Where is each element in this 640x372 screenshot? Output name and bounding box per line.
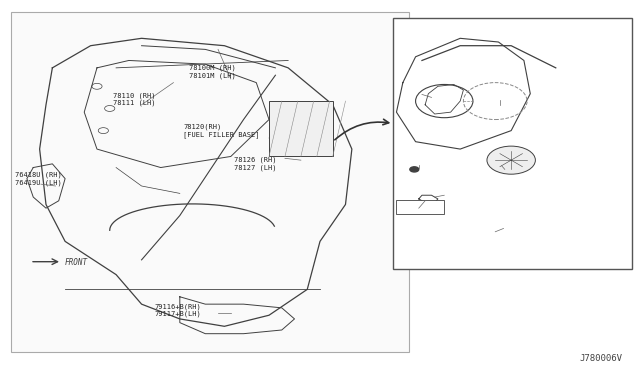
Text: 78846P: 78846P	[495, 160, 521, 166]
Text: 78126 (RH)
78127 (LH): 78126 (RH) 78127 (LH)	[234, 157, 276, 171]
Bar	[394, 18, 632, 269]
Text: 76418U (RH)
76419U (LH): 76418U (RH) 76419U (LH)	[15, 171, 62, 186]
Text: 78810A: 78810A	[487, 226, 513, 232]
Text: FRONT: FRONT	[65, 259, 88, 267]
Circle shape	[487, 146, 536, 174]
Text: RH SIDE PANEL: RH SIDE PANEL	[399, 257, 460, 266]
FancyBboxPatch shape	[11, 13, 409, 352]
Text: 78110 (RH)
78111 (LH): 78110 (RH) 78111 (LH)	[113, 92, 156, 106]
FancyBboxPatch shape	[396, 200, 444, 214]
Text: 78120: 78120	[397, 88, 419, 94]
Text: FRONT: FRONT	[543, 261, 564, 267]
Text: 78B15: 78B15	[444, 189, 465, 195]
Text: 78100M (RH)
78101M (LH): 78100M (RH) 78101M (LH)	[189, 65, 236, 78]
Text: 78120(RH)
[FUEL FILLER BASE]: 78120(RH) [FUEL FILLER BASE]	[183, 124, 259, 138]
Bar	[269, 101, 333, 157]
Text: 78010: 78010	[397, 203, 419, 209]
Circle shape	[410, 167, 419, 172]
Text: J780006V: J780006V	[580, 354, 623, 363]
Text: 79116+B(RH)
79117+B(LH): 79116+B(RH) 79117+B(LH)	[154, 304, 201, 317]
Text: 78100M(RH): 78100M(RH)	[454, 18, 496, 24]
Text: 78B101A: 78B101A	[414, 160, 444, 166]
Text: 78110
(RH): 78110 (RH)	[500, 87, 522, 101]
Circle shape	[415, 84, 473, 118]
